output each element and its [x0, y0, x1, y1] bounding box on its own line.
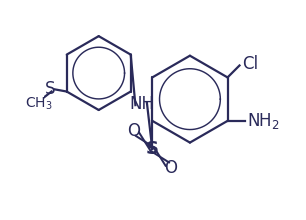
Text: O: O	[127, 122, 140, 140]
Text: NH$_2$: NH$_2$	[247, 111, 279, 131]
Text: Cl: Cl	[242, 55, 258, 73]
Text: CH$_3$: CH$_3$	[25, 95, 52, 112]
Text: S: S	[146, 140, 159, 158]
Text: S: S	[45, 80, 56, 98]
Text: O: O	[164, 159, 177, 177]
Text: NH: NH	[129, 95, 154, 113]
